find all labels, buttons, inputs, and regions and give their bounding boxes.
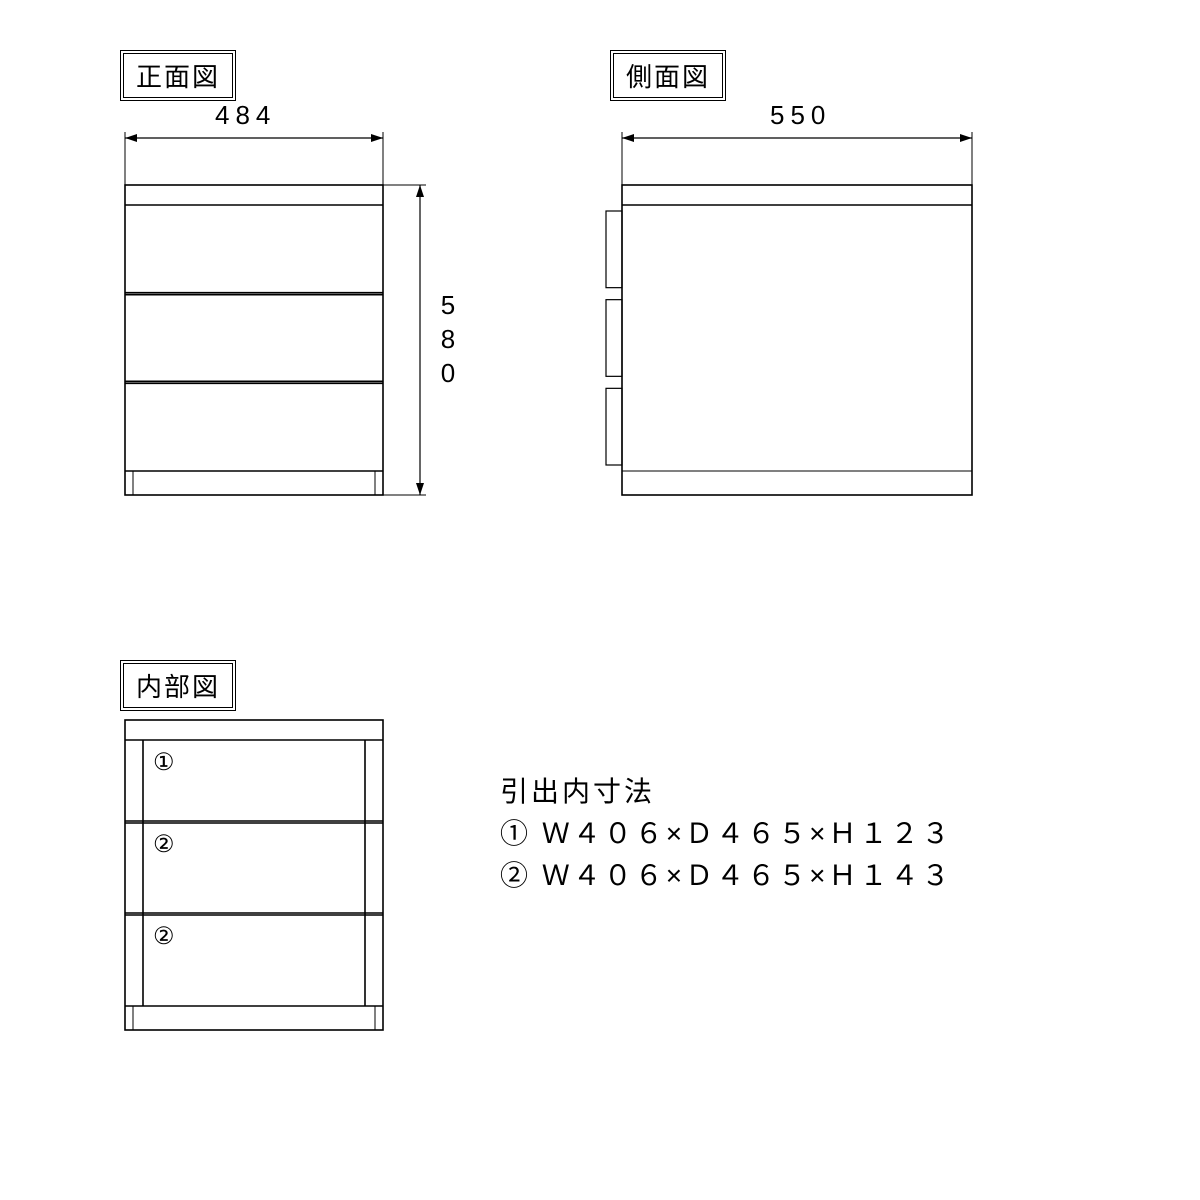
front-width-dim: 484 [215,100,276,131]
internal-row-label-2: ② [153,830,175,859]
side-view-title: 側面図 [610,50,726,101]
front-view-title: 正面図 [120,50,236,101]
side-width-dim: 550 [770,100,831,131]
front-height-dim: 580 [432,290,463,392]
internal-row-label-1: ① [153,748,175,777]
drawer-dim-line-1: ① Ｗ４０６×Ｄ４６５×Ｈ１２３ [500,812,952,852]
internal-row-label-3: ② [153,922,175,951]
internal-view-title: 内部図 [120,660,236,711]
drawer-dims-title: 引出内寸法 [500,770,655,810]
drawer-dim-line-2: ② Ｗ４０６×Ｄ４６５×Ｈ１４３ [500,854,952,894]
